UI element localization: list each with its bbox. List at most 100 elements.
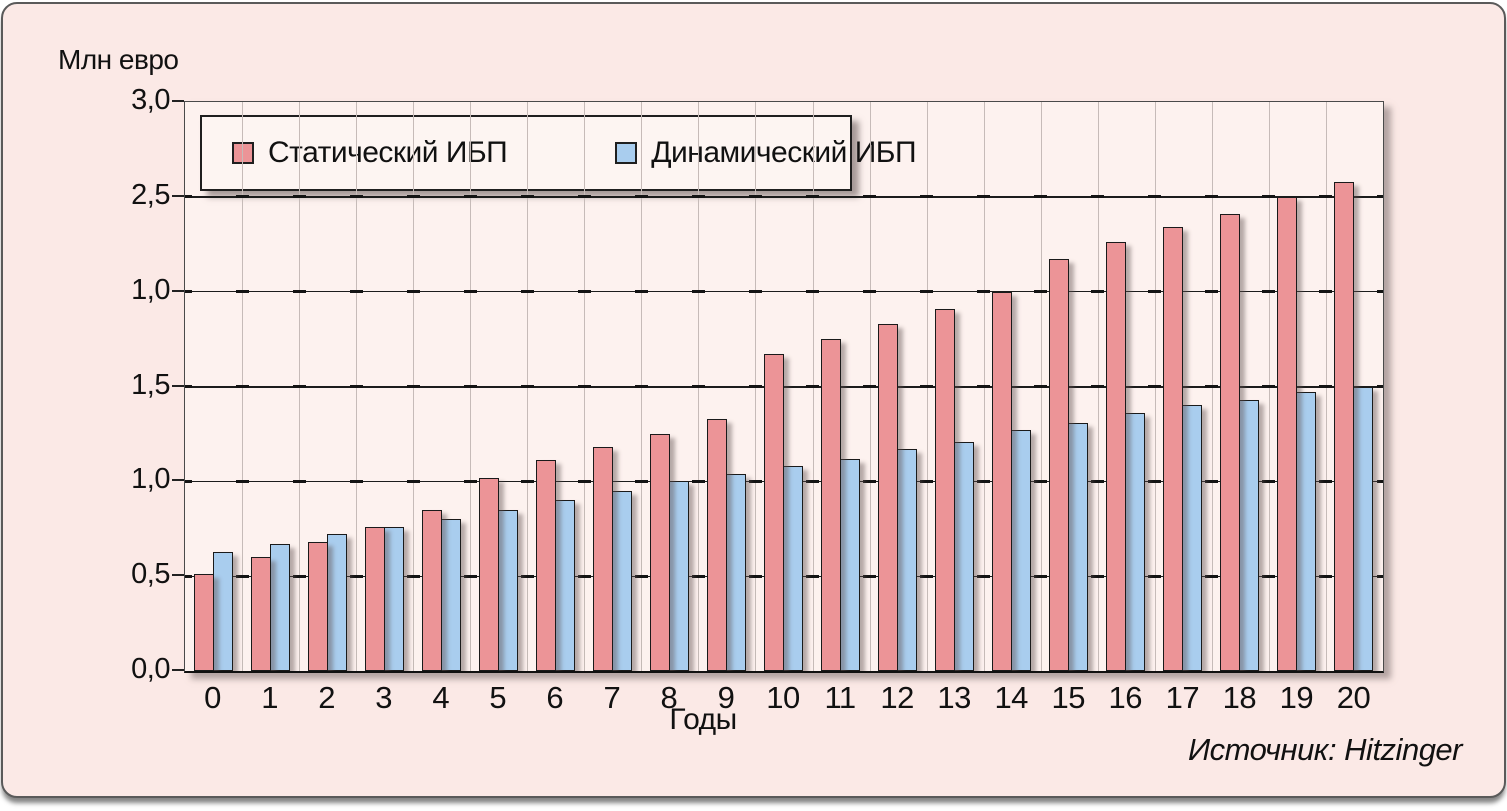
bar-static-year-17 bbox=[1163, 227, 1184, 671]
gridline-tick bbox=[1205, 385, 1219, 388]
gridline-tick bbox=[634, 195, 648, 199]
legend-swatch-dynamic bbox=[615, 142, 638, 164]
gridline-tick bbox=[520, 290, 534, 294]
y-axis-tick bbox=[172, 479, 184, 482]
gridline bbox=[185, 195, 1383, 198]
gridline-tick bbox=[235, 479, 249, 483]
legend-label-dynamic: Динамический ИБП bbox=[651, 136, 917, 169]
gridline-tick bbox=[1319, 290, 1333, 294]
bar-dynamic-year-13 bbox=[954, 441, 975, 671]
gridline-tick bbox=[806, 290, 820, 294]
gridline-tick bbox=[1148, 385, 1162, 388]
gridline-tick bbox=[920, 385, 934, 388]
gridline-tick bbox=[691, 574, 705, 578]
legend-item-dynamic: Динамический ИБП bbox=[615, 136, 917, 170]
gridline-tick bbox=[977, 290, 991, 294]
y-axis-tick bbox=[172, 100, 184, 102]
bar-static-year-11 bbox=[821, 339, 842, 671]
gridline-tick bbox=[806, 479, 820, 483]
gridline-tick bbox=[577, 574, 591, 578]
bar-dynamic-year-12 bbox=[897, 449, 918, 671]
gridline-tick bbox=[1205, 479, 1219, 483]
bar-dynamic-year-19 bbox=[1296, 392, 1317, 671]
gridline-tick bbox=[1091, 479, 1105, 483]
gridline-tick bbox=[748, 574, 762, 578]
gridline-tick bbox=[463, 195, 477, 199]
bar-static-year-7 bbox=[592, 447, 613, 671]
x-tick-label: 17 bbox=[1165, 680, 1200, 715]
bar-dynamic-year-18 bbox=[1239, 399, 1260, 671]
gridline-tick bbox=[406, 574, 420, 578]
gridline-tick bbox=[920, 479, 934, 483]
gridline-tick bbox=[577, 290, 591, 294]
gridline-tick bbox=[634, 479, 648, 483]
y-axis-tick bbox=[172, 194, 184, 197]
gridline-tick bbox=[1148, 290, 1162, 294]
gridline-tick bbox=[235, 290, 249, 294]
gridline-tick bbox=[1319, 574, 1333, 578]
gridline-tick bbox=[1091, 385, 1105, 388]
gridline-tick bbox=[292, 479, 306, 483]
gridline-tick bbox=[1091, 195, 1105, 199]
gridline-tick bbox=[292, 195, 306, 199]
gridline-tick bbox=[1262, 385, 1276, 388]
gridline-tick bbox=[520, 385, 534, 388]
bar-static-year-9 bbox=[706, 418, 727, 671]
gridline-tick bbox=[349, 385, 363, 388]
legend: Статический ИБП Динамический ИБП bbox=[200, 115, 917, 191]
bar-static-year-0 bbox=[193, 574, 214, 671]
x-tick-label: 6 bbox=[546, 680, 564, 715]
bar-static-year-14 bbox=[992, 291, 1013, 671]
x-tick-label: 14 bbox=[994, 680, 1028, 715]
gridline bbox=[185, 291, 1383, 293]
gridline bbox=[185, 385, 1383, 388]
x-tick-label: 19 bbox=[1279, 680, 1314, 715]
gridline-tick bbox=[463, 290, 477, 294]
gridline-tick bbox=[520, 479, 534, 483]
x-tick-label: 20 bbox=[1336, 680, 1371, 715]
y-axis-tick bbox=[172, 289, 184, 292]
gridline-tick bbox=[349, 479, 363, 483]
gridline-tick bbox=[1205, 290, 1219, 294]
gridline-tick bbox=[406, 479, 420, 483]
gridline-tick bbox=[977, 195, 991, 199]
y-axis-tick bbox=[172, 384, 184, 387]
bar-static-year-4 bbox=[421, 509, 442, 671]
gridline-tick bbox=[806, 574, 820, 578]
bar-dynamic-year-17 bbox=[1182, 405, 1203, 671]
bar-dynamic-year-7 bbox=[611, 490, 632, 671]
x-tick-label: 2 bbox=[318, 680, 335, 715]
gridline-tick bbox=[577, 479, 591, 483]
bar-static-year-5 bbox=[478, 477, 499, 671]
x-tick-label: 0 bbox=[204, 680, 221, 715]
gridline-tick bbox=[863, 574, 877, 578]
bar-static-year-1 bbox=[250, 557, 271, 671]
gridline-tick bbox=[977, 385, 991, 388]
bar-dynamic-year-15 bbox=[1068, 422, 1089, 671]
gridline-tick bbox=[520, 574, 534, 578]
bar-static-year-20 bbox=[1334, 181, 1355, 671]
gridline-tick bbox=[235, 385, 249, 388]
bar-dynamic-year-6 bbox=[554, 500, 575, 671]
gridline-tick bbox=[634, 574, 648, 578]
bar-dynamic-year-16 bbox=[1125, 413, 1146, 671]
x-axis-title: Годы bbox=[669, 703, 737, 736]
bar-dynamic-year-5 bbox=[497, 509, 518, 671]
x-tick-label: 16 bbox=[1108, 680, 1143, 715]
gridline-tick bbox=[1205, 195, 1219, 199]
gridline-tick bbox=[691, 290, 705, 294]
y-axis-tick bbox=[172, 574, 184, 577]
gridline-tick bbox=[1205, 574, 1219, 578]
x-tick-label: 13 bbox=[937, 680, 971, 715]
bar-static-year-15 bbox=[1049, 259, 1070, 671]
gridline-tick bbox=[185, 195, 192, 199]
bar-dynamic-year-9 bbox=[725, 473, 746, 671]
gridline-tick bbox=[806, 195, 820, 199]
gridline-tick bbox=[292, 385, 306, 388]
gridline-tick bbox=[1148, 479, 1162, 483]
y-tick-label: 1,0 bbox=[131, 463, 170, 496]
x-tick-label: 1 bbox=[261, 680, 278, 715]
bar-dynamic-year-3 bbox=[383, 526, 404, 671]
x-tick-label: 11 bbox=[824, 680, 856, 715]
bar-dynamic-year-0 bbox=[212, 551, 233, 671]
